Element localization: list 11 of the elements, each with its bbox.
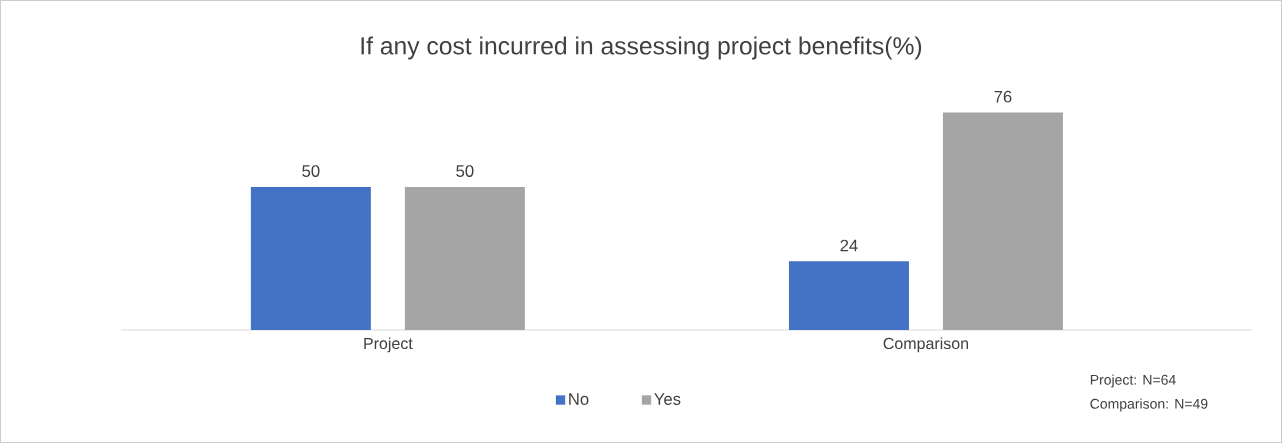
chart-title: If any cost incurred in assessing project benefits(%) [361,36,922,60]
text: Project: N=64 [1090,374,1176,388]
x-tick-label: Project [364,337,413,353]
legend-label: No [569,393,589,405]
data-label: 50 [302,165,320,177]
data-label: 50 [456,165,474,177]
x-tick-label: Comparison [883,337,969,353]
legend-label: Yes [654,393,681,405]
data-label: 24 [840,239,858,252]
text: Comparison: N=49 [1090,398,1208,412]
data-label: 76 [994,90,1012,103]
